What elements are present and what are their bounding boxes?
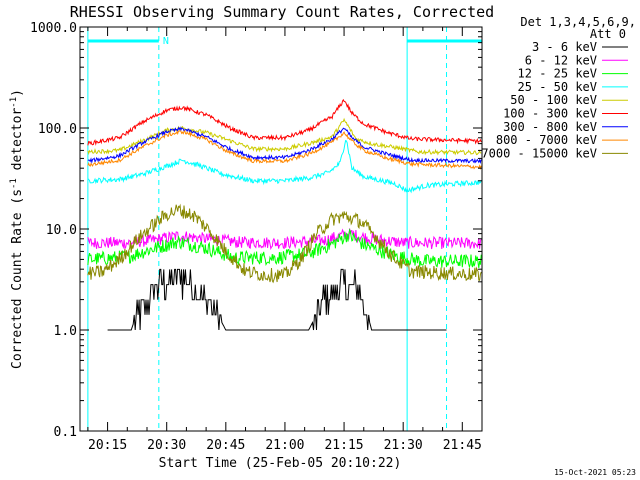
x-tick-label: 21:45	[443, 438, 482, 453]
legend-label: 100 - 300 keV	[503, 107, 597, 121]
y-axis-label-sup1: -1	[9, 178, 19, 189]
series-7	[87, 129, 482, 171]
legend-title-detectors: Det 1,3,4,5,6,9,	[520, 15, 636, 29]
y-tick-label: 0.1	[54, 425, 77, 440]
x-tick-label: 20:30	[147, 438, 186, 453]
y-tick-label: 100.0	[38, 122, 77, 137]
series-0	[107, 268, 447, 331]
series-2	[87, 228, 482, 269]
night-label: N	[163, 36, 169, 47]
legend-label: 800 - 7000 keV	[496, 133, 597, 147]
x-axis: 20:15 20:30 20:45 21:00 21:15 21:30 21:45	[87, 27, 483, 453]
legend-title-attenuator: Att 0	[590, 27, 626, 41]
series-line	[87, 228, 482, 269]
chart-title: RHESSI Observing Summary Count Rates, Co…	[70, 3, 494, 21]
y-axis-label: Corrected Count Rate (s-1 detector-1)	[9, 89, 25, 369]
legend-label: 3 - 6 keV	[532, 40, 597, 54]
y-axis-label-mid: detector	[10, 108, 25, 179]
generation-timestamp: 15-Oct-2021 05:23	[554, 468, 636, 477]
y-axis: 0.1 1.0 10.0 100.0 1000.0	[30, 21, 482, 440]
y-tick-label: 1.0	[54, 324, 77, 339]
y-tick-label: 10.0	[46, 223, 77, 238]
y-axis-label-sup2: -1	[9, 97, 19, 108]
series-layer	[87, 98, 482, 331]
series-6	[87, 126, 482, 165]
x-tick-label: 20:15	[88, 438, 127, 453]
series-3	[87, 139, 482, 194]
y-tick-label: 1000.0	[30, 21, 77, 36]
y-axis-label-end: )	[10, 89, 25, 97]
legend-label: 6 - 12 keV	[525, 53, 597, 67]
series-5	[87, 98, 482, 146]
observing-markers: N	[87, 27, 482, 431]
series-line	[87, 139, 482, 194]
x-tick-label: 21:00	[265, 438, 304, 453]
x-tick-label: 20:45	[206, 438, 245, 453]
series-1	[87, 228, 482, 251]
legend-label: 300 - 800 keV	[503, 120, 597, 134]
x-tick-label: 21:15	[324, 438, 363, 453]
legend-label: 7000 - 15000 keV	[481, 146, 597, 160]
legend-label: 50 - 100 keV	[510, 93, 597, 107]
series-8	[87, 203, 482, 284]
plot-frame	[79, 26, 483, 432]
series-line	[87, 129, 482, 171]
series-line	[87, 203, 482, 284]
series-line	[87, 98, 482, 146]
x-axis-label: Start Time (25-Feb-05 20:10:22)	[159, 456, 402, 471]
y-axis-label-main: Corrected Count Rate (s	[10, 189, 25, 369]
x-tick-label: 21:30	[384, 438, 423, 453]
series-line	[107, 268, 447, 331]
legend-label: 25 - 50 keV	[518, 80, 597, 94]
series-line	[87, 126, 482, 165]
legend-label: 12 - 25 keV	[518, 67, 597, 81]
series-line	[87, 228, 482, 251]
